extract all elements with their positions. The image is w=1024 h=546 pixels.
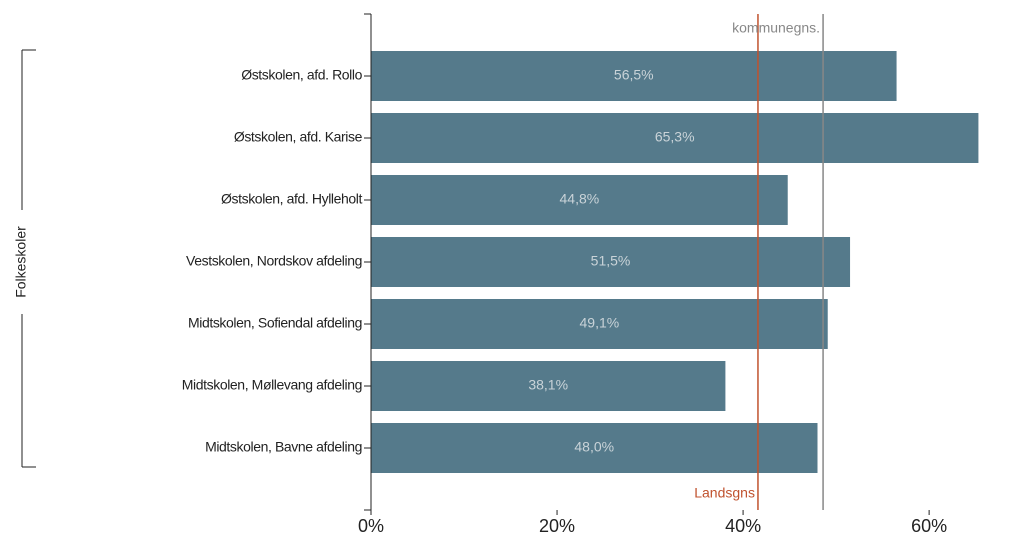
reference-label: Landsgns [694, 485, 755, 501]
value-label: 65,3% [655, 129, 695, 145]
y-tick-label: Østskolen, afd. Hylleholt [221, 191, 362, 207]
value-label: 44,8% [560, 191, 600, 207]
group-label: Folkeskoler [13, 226, 29, 298]
bar [371, 175, 788, 225]
y-tick-label: Østskolen, afd. Karise [234, 129, 363, 145]
bar [371, 113, 979, 163]
x-tick-label: 40% [725, 516, 761, 536]
x-tick-label: 20% [539, 516, 575, 536]
value-label: 56,5% [614, 67, 654, 83]
value-label: 38,1% [528, 377, 568, 393]
value-label: 51,5% [591, 253, 631, 269]
x-tick-label: 0% [358, 516, 384, 536]
y-tick-label: Midtskolen, Sofiendal afdeling [188, 315, 362, 331]
value-label: 48,0% [574, 439, 614, 455]
x-tick-label: 60% [911, 516, 947, 536]
y-tick-label: Midtskolen, Møllevang afdeling [182, 377, 362, 393]
value-label: 49,1% [580, 315, 620, 331]
bar [371, 237, 851, 287]
y-tick-label: Midtskolen, Bavne afdeling [205, 439, 362, 455]
group-label-bg [14, 210, 30, 314]
bar [371, 423, 818, 473]
reference-label: kommunegns. [732, 20, 820, 36]
bar [371, 299, 828, 349]
y-tick-label: Vestskolen, Nordskov afdeling [186, 253, 362, 269]
bar [371, 51, 897, 101]
y-tick-label: Østskolen, afd. Rollo [241, 67, 362, 83]
bar [371, 361, 726, 411]
